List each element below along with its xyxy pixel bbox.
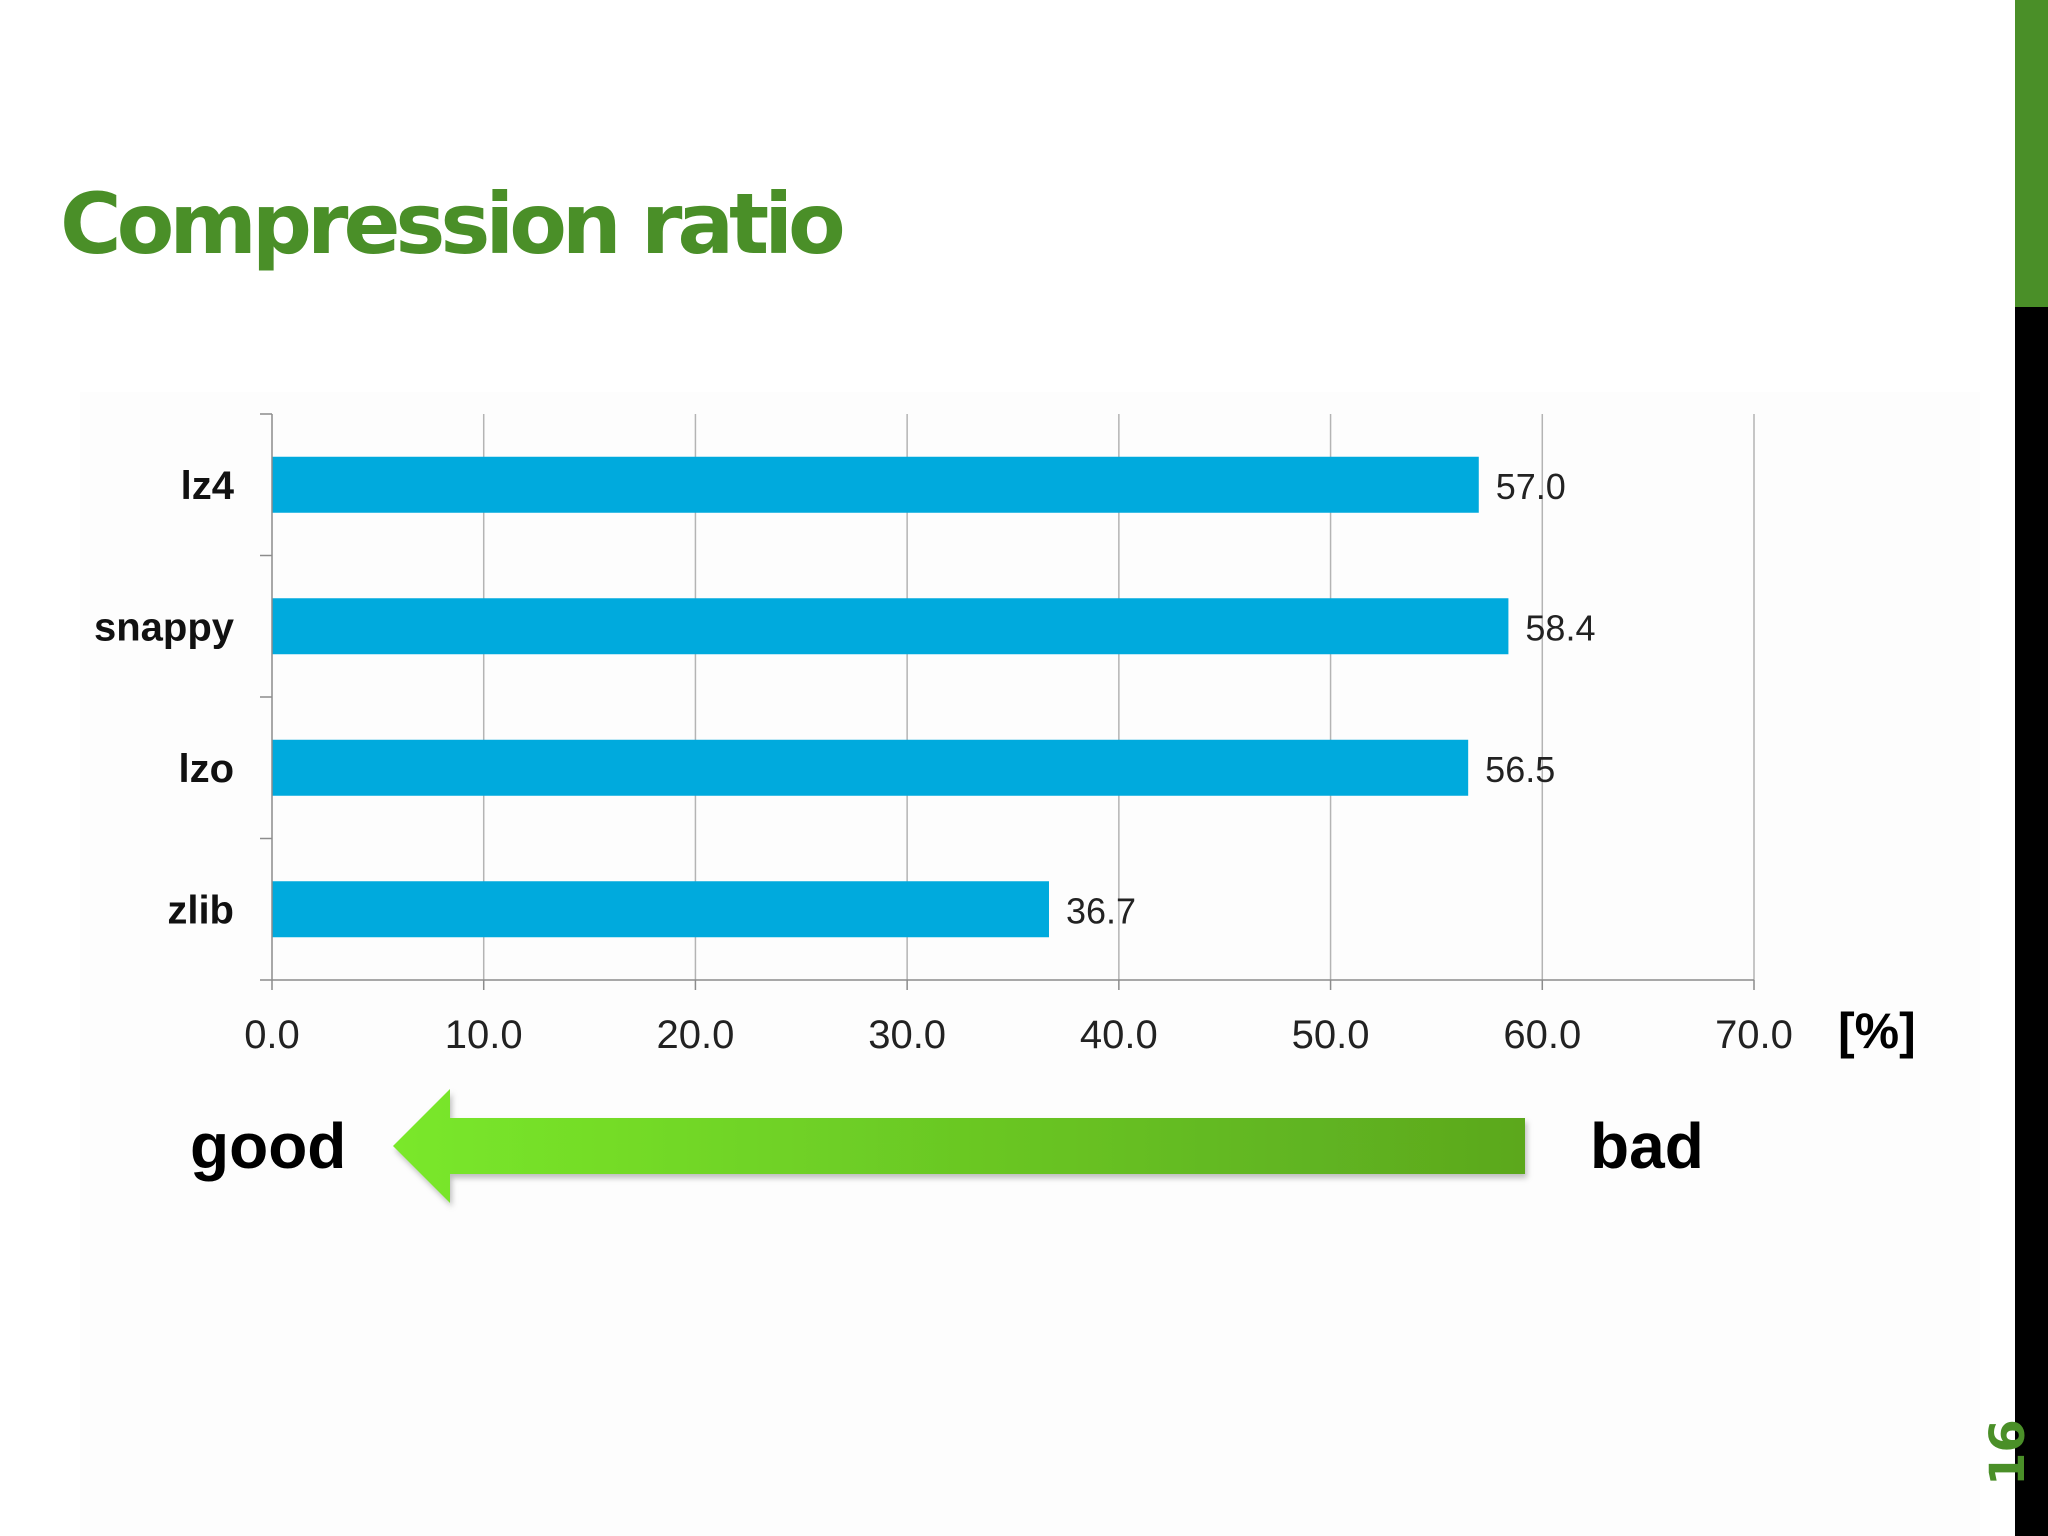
bad-label: bad <box>1590 1110 1704 1182</box>
bar-lz4 <box>272 456 1479 513</box>
left-arrow-icon <box>393 1089 1525 1203</box>
category-label: zlib <box>167 888 234 932</box>
data-label: 36.7 <box>1066 890 1136 931</box>
page-number: 16 <box>1980 1419 2036 1486</box>
bar-zlib <box>272 881 1049 938</box>
data-label: 56.5 <box>1485 749 1555 790</box>
labels: lz4 57.0 snappy 58.4 lzo 56.5 zlib 36.7 0.0 10.0 2… <box>94 464 1793 1057</box>
data-label: 58.4 <box>1525 607 1595 648</box>
x-tick-label: 10.0 <box>445 1013 523 1057</box>
side-bar-accent <box>2015 0 2048 307</box>
x-tick-label: 30.0 <box>868 1013 946 1057</box>
category-label: lzo <box>178 747 234 791</box>
chart-panel <box>80 392 1980 1536</box>
good-label: good <box>190 1110 346 1182</box>
x-axis-unit-label: [%] <box>1838 1003 1916 1059</box>
bar-lzo <box>272 739 1469 796</box>
x-tick-label: 40.0 <box>1080 1013 1158 1057</box>
category-label: lz4 <box>181 464 235 508</box>
bar-snappy <box>272 598 1509 655</box>
x-tick-label: 20.0 <box>656 1013 734 1057</box>
bars <box>272 456 1509 938</box>
x-tick-label: 70.0 <box>1715 1013 1793 1057</box>
x-tick-label: 60.0 <box>1503 1013 1581 1057</box>
category-label: snappy <box>94 605 235 649</box>
x-tick-label: 50.0 <box>1292 1013 1370 1057</box>
data-label: 57.0 <box>1496 466 1566 507</box>
x-tick-label: 0.0 <box>244 1013 300 1057</box>
axes <box>260 413 1755 990</box>
side-bar <box>2015 0 2048 1536</box>
slide-title: Compression ratio <box>60 175 846 273</box>
good-bad-indicator: good bad <box>190 1089 1704 1203</box>
